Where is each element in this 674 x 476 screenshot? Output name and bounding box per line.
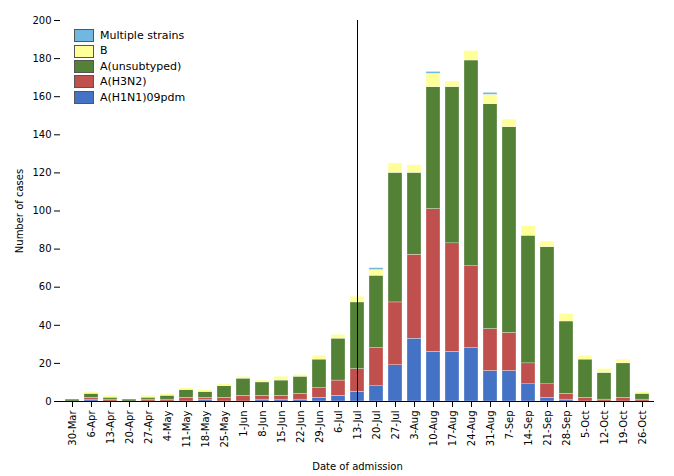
svg-text:10-Aug: 10-Aug xyxy=(428,411,439,447)
svg-text:80: 80 xyxy=(39,243,52,254)
html-text:B: B xyxy=(100,44,108,58)
svg-text:27-Jul: 27-Jul xyxy=(390,411,401,440)
svg-text:0: 0 xyxy=(45,396,51,407)
svg-text:8-Jun: 8-Jun xyxy=(257,411,268,437)
svg-text:200: 200 xyxy=(32,15,51,26)
svg-text:17-Aug: 17-Aug xyxy=(447,411,458,447)
svg-text:24-Aug: 24-Aug xyxy=(466,411,477,447)
svg-text:Number of cases: Number of cases xyxy=(14,169,25,253)
svg-text:160: 160 xyxy=(32,91,51,102)
svg-text:5-Oct: 5-Oct xyxy=(580,410,591,438)
svg-text:Date of admission: Date of admission xyxy=(312,461,403,472)
svg-text:22-Jun: 22-Jun xyxy=(295,411,306,444)
svg-text:20-Jul: 20-Jul xyxy=(371,411,382,440)
svg-text:18-May: 18-May xyxy=(200,410,211,447)
svg-text:31-Aug: 31-Aug xyxy=(485,411,496,447)
svg-text:180: 180 xyxy=(32,53,51,64)
html-text:A(H3N2): A(H3N2) xyxy=(100,75,147,89)
svg-text:25-May: 25-May xyxy=(219,410,230,447)
svg-text:6-Apr: 6-Apr xyxy=(86,410,97,438)
svg-text:11-May: 11-May xyxy=(181,410,192,447)
svg-text:14-Sep: 14-Sep xyxy=(523,411,534,446)
svg-text:60: 60 xyxy=(39,281,52,292)
svg-text:26-Oct: 26-Oct xyxy=(637,410,648,444)
svg-text:28-Sep: 28-Sep xyxy=(561,411,572,446)
svg-text:12-Oct: 12-Oct xyxy=(599,410,610,444)
html-text:Multiple strains: Multiple strains xyxy=(100,29,185,42)
html-text:A(H1N1)09pdm: A(H1N1)09pdm xyxy=(100,90,186,104)
svg-text:3-Aug: 3-Aug xyxy=(409,411,420,440)
svg-text:29-Jun: 29-Jun xyxy=(314,411,325,444)
svg-text:140: 140 xyxy=(32,129,51,140)
html-text:A(unsubtyped): A(unsubtyped) xyxy=(100,59,182,73)
svg-text:4-May: 4-May xyxy=(162,410,173,441)
svg-text:7-Sep: 7-Sep xyxy=(504,411,515,440)
svg-text:40: 40 xyxy=(39,320,52,331)
svg-text:27-Apr: 27-Apr xyxy=(143,410,154,444)
svg-text:13-Jul: 13-Jul xyxy=(352,411,363,440)
svg-text:20: 20 xyxy=(39,358,52,369)
svg-text:19-Oct: 19-Oct xyxy=(618,410,629,444)
svg-text:120: 120 xyxy=(32,167,51,178)
svg-text:30-Mar: 30-Mar xyxy=(67,410,78,446)
svg-text:20-Apr: 20-Apr xyxy=(124,410,135,444)
svg-text:13-Apr: 13-Apr xyxy=(105,410,116,444)
svg-text:100: 100 xyxy=(32,205,51,216)
svg-text:15-Jun: 15-Jun xyxy=(276,411,287,444)
svg-text:1-Jun: 1-Jun xyxy=(238,411,249,437)
svg-text:6-Jul: 6-Jul xyxy=(333,411,344,434)
svg-text:21-Sep: 21-Sep xyxy=(542,411,553,446)
